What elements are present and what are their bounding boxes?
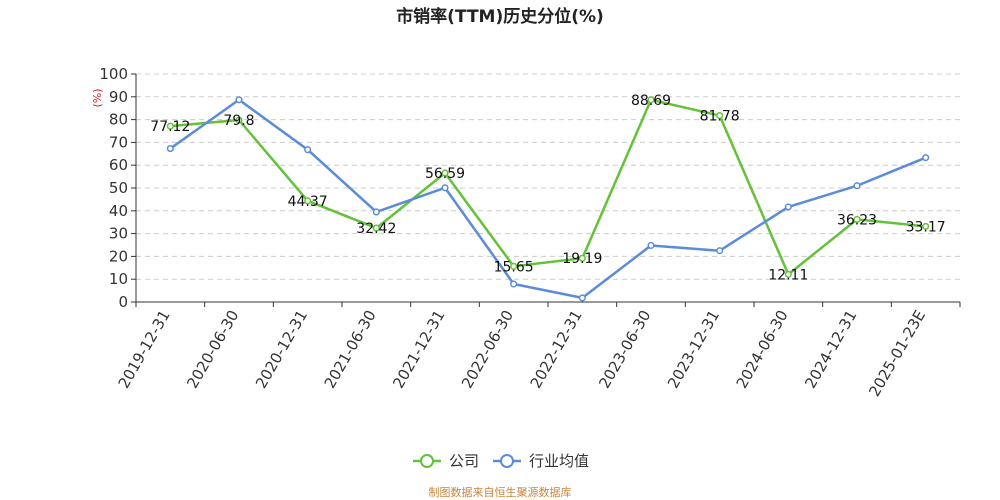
data-point-company <box>304 197 312 205</box>
data-point-company <box>441 169 449 177</box>
data-point-industry-average <box>853 182 861 190</box>
data-point-industry-average <box>166 145 174 153</box>
data-point-industry-average <box>372 208 380 216</box>
data-label-layer: 77.12 79.8 44.37 32.42 56.59 15.65 19.19 88.69 8… <box>150 93 945 284</box>
y-tick-label: 90 <box>109 88 128 106</box>
data-label-company: 81.78 <box>700 109 740 125</box>
y-tick-label: 50 <box>109 179 128 197</box>
x-tick-label: 2025-01-23E <box>865 307 929 400</box>
y-tick-label: 30 <box>109 225 128 243</box>
x-tick-label: 2021-12-31 <box>389 307 448 392</box>
legend-marker-industry-average <box>500 454 514 468</box>
data-label-company: 44.37 <box>288 194 328 210</box>
y-tick-label: 100 <box>99 65 128 83</box>
x-tick-label: 2020-12-31 <box>252 307 311 392</box>
x-axis: 2019-12-31 2020-06-30 2020-12-31 2021-06-30… <box>115 301 961 400</box>
data-point-company <box>647 96 655 104</box>
data-point-industry-average <box>716 247 724 255</box>
data-point-company <box>166 122 174 130</box>
legend: 公司 行业均值 <box>413 452 589 470</box>
data-point-industry-average <box>647 241 655 250</box>
data-label-company: 36.23 <box>837 212 877 228</box>
x-tick-label: 2019-12-31 <box>115 307 174 392</box>
legend-item-industry-average[interactable]: 行业均值 <box>493 452 589 470</box>
x-tick-label: 2021-06-30 <box>321 307 380 392</box>
data-point-company <box>784 270 792 278</box>
x-tick-label: 2024-12-31 <box>801 307 860 392</box>
data-point-industry-average <box>441 184 449 192</box>
data-label-company: 19.19 <box>562 251 602 267</box>
grid-layer <box>136 73 960 280</box>
data-point-company <box>716 111 724 120</box>
data-point-industry-average <box>235 96 243 104</box>
data-label-company: 56.59 <box>425 166 465 182</box>
data-point-industry-average <box>784 203 792 211</box>
data-point-company <box>578 254 586 262</box>
x-tick-label: 2023-06-30 <box>595 307 654 392</box>
x-tick-label: 2023-12-31 <box>664 307 723 392</box>
data-point-industry-average <box>510 280 518 288</box>
data-label-company: 33.17 <box>906 219 946 235</box>
legend-item-company[interactable]: 公司 <box>413 452 479 470</box>
data-point-industry-average <box>578 294 586 302</box>
y-tick-label: 20 <box>109 247 128 265</box>
data-label-company: 15.65 <box>494 259 534 275</box>
x-tick-label: 2022-12-31 <box>527 307 586 392</box>
data-point-company <box>372 224 380 232</box>
data-point-company <box>235 116 243 124</box>
x-tick-label: 2022-06-30 <box>458 307 517 392</box>
series-layer <box>166 96 930 302</box>
series-line-company <box>170 98 926 276</box>
y-tick-label: 70 <box>109 133 128 151</box>
data-label-company: 79.8 <box>223 113 254 129</box>
legend-label-industry-average: 行业均值 <box>529 452 589 470</box>
series-line-industry-average <box>169 98 927 300</box>
chart-title: 市销率(TTM)历史分位(%) <box>396 6 604 27</box>
data-label-company: 88.69 <box>631 93 671 109</box>
y-tick-label: 80 <box>109 111 128 129</box>
data-point-company <box>922 222 930 230</box>
y-tick-label: 60 <box>109 156 128 174</box>
legend-marker-company <box>420 454 434 468</box>
legend-label-company: 公司 <box>449 452 479 470</box>
data-source-footer: 制图数据来自恒生聚源数据库 <box>429 485 572 499</box>
data-point-industry-average <box>922 154 930 162</box>
data-point-company <box>510 262 518 270</box>
data-label-company: 77.12 <box>150 119 190 135</box>
data-point-company <box>853 215 861 223</box>
y-axis-title: (%) <box>91 88 104 107</box>
y-axis: 0 10 20 30 40 50 60 70 80 90 100 <box>99 65 137 311</box>
x-tick-label: 2020-06-30 <box>183 307 242 392</box>
y-tick-label: 40 <box>109 202 128 220</box>
data-point-industry-average <box>304 146 312 154</box>
data-label-company: 32.42 <box>356 221 396 237</box>
y-tick-label: 0 <box>118 293 128 311</box>
x-tick-label: 2024-06-30 <box>733 307 792 392</box>
y-tick-label: 10 <box>109 270 128 288</box>
data-label-company: 12.11 <box>768 267 808 283</box>
